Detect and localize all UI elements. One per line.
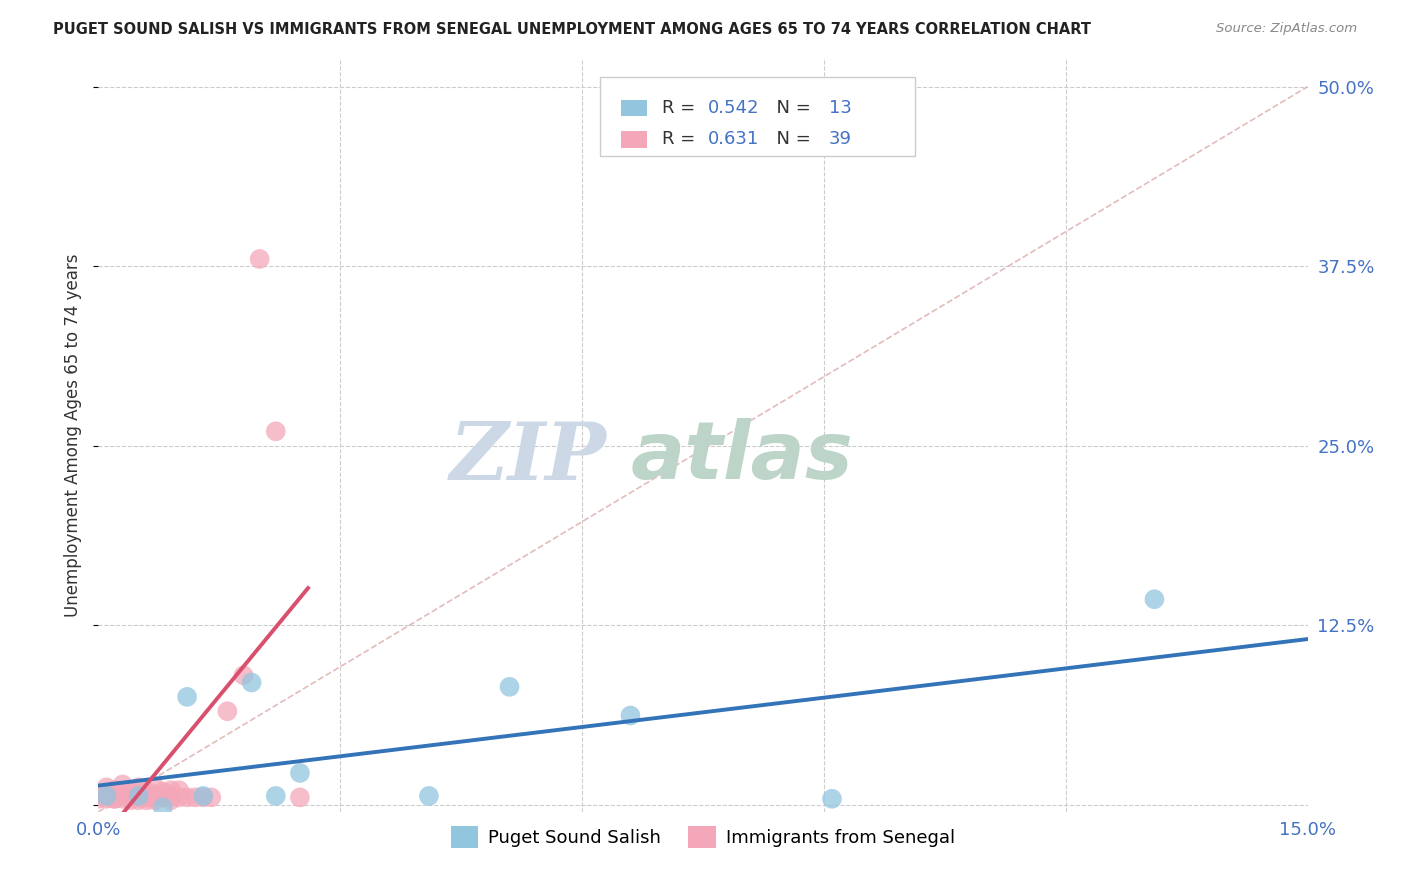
Point bbox=[184, 790, 207, 805]
Point bbox=[120, 793, 142, 807]
Point bbox=[160, 783, 183, 797]
Point bbox=[821, 792, 844, 806]
Text: Source: ZipAtlas.com: Source: ZipAtlas.com bbox=[1216, 22, 1357, 36]
Point bbox=[103, 792, 125, 806]
Point bbox=[135, 793, 157, 807]
Point bbox=[167, 790, 190, 805]
Point bbox=[128, 790, 150, 805]
Point bbox=[249, 252, 271, 266]
Point bbox=[128, 786, 150, 800]
Point bbox=[128, 793, 150, 807]
FancyBboxPatch shape bbox=[600, 77, 915, 156]
Point bbox=[135, 790, 157, 805]
Text: 0.631: 0.631 bbox=[707, 130, 759, 148]
Point bbox=[167, 783, 190, 797]
Point bbox=[288, 790, 311, 805]
Point bbox=[200, 790, 222, 805]
Point bbox=[111, 777, 134, 791]
Point bbox=[418, 789, 440, 803]
Point bbox=[143, 793, 166, 807]
Text: R =: R = bbox=[662, 130, 700, 148]
FancyBboxPatch shape bbox=[621, 131, 647, 147]
Point bbox=[1143, 592, 1166, 607]
Point bbox=[128, 780, 150, 795]
Text: PUGET SOUND SALISH VS IMMIGRANTS FROM SENEGAL UNEMPLOYMENT AMONG AGES 65 TO 74 Y: PUGET SOUND SALISH VS IMMIGRANTS FROM SE… bbox=[53, 22, 1091, 37]
Point bbox=[152, 784, 174, 798]
Point bbox=[160, 789, 183, 803]
Text: 13: 13 bbox=[828, 99, 852, 117]
Point bbox=[135, 784, 157, 798]
Text: N =: N = bbox=[765, 99, 815, 117]
Point bbox=[232, 668, 254, 682]
Point bbox=[120, 783, 142, 797]
Text: ZIP: ZIP bbox=[450, 418, 606, 496]
Point bbox=[176, 690, 198, 704]
Point bbox=[143, 780, 166, 795]
Point bbox=[152, 800, 174, 814]
Point bbox=[103, 792, 125, 806]
Point bbox=[96, 789, 118, 803]
Point bbox=[111, 786, 134, 800]
Point bbox=[96, 780, 118, 795]
FancyBboxPatch shape bbox=[621, 100, 647, 116]
Point bbox=[619, 708, 641, 723]
Point bbox=[128, 789, 150, 803]
Point bbox=[160, 793, 183, 807]
Point bbox=[176, 790, 198, 805]
Point bbox=[103, 783, 125, 797]
Point bbox=[264, 789, 287, 803]
Point bbox=[143, 788, 166, 802]
Point bbox=[111, 792, 134, 806]
Y-axis label: Unemployment Among Ages 65 to 74 years: Unemployment Among Ages 65 to 74 years bbox=[65, 253, 83, 616]
Point bbox=[217, 704, 239, 718]
Text: 0.542: 0.542 bbox=[707, 99, 759, 117]
Point bbox=[193, 790, 215, 805]
Point bbox=[498, 680, 520, 694]
Text: R =: R = bbox=[662, 99, 700, 117]
Point bbox=[240, 675, 263, 690]
Point bbox=[264, 424, 287, 438]
Point bbox=[96, 792, 118, 806]
Point bbox=[288, 766, 311, 780]
Text: 39: 39 bbox=[828, 130, 852, 148]
Text: N =: N = bbox=[765, 130, 815, 148]
Text: atlas: atlas bbox=[630, 418, 853, 497]
Point bbox=[152, 790, 174, 805]
Point bbox=[120, 789, 142, 803]
Legend: Puget Sound Salish, Immigrants from Senegal: Puget Sound Salish, Immigrants from Sene… bbox=[443, 819, 963, 855]
Point bbox=[193, 789, 215, 803]
Point bbox=[96, 786, 118, 800]
Point bbox=[87, 792, 110, 806]
